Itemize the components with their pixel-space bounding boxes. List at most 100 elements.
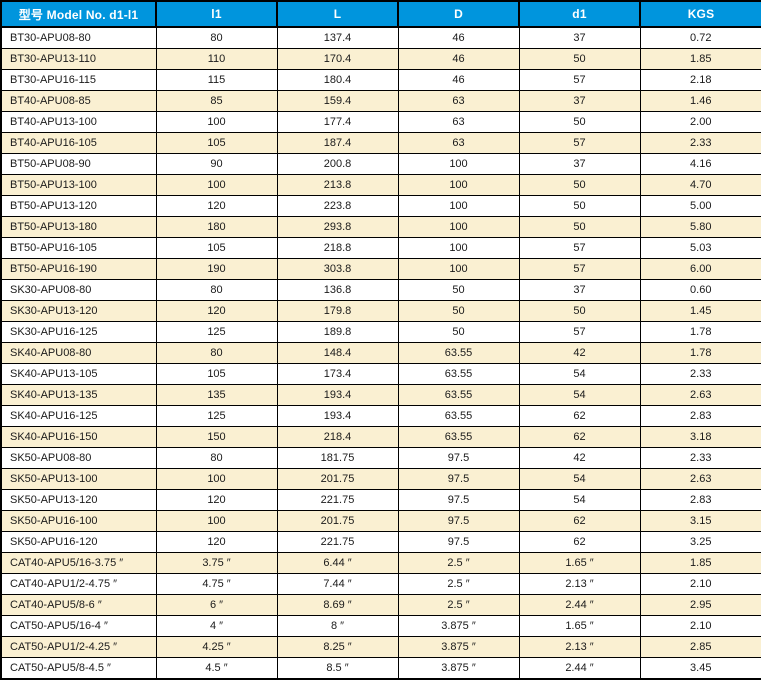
table-row: BT50-APU13-100 100 213.8 100 50 4.70 xyxy=(0,174,761,196)
D-cell: 46 xyxy=(397,69,520,91)
model-cell: CAT40-APU5/16-3.75 ″ xyxy=(0,552,157,574)
l1-cell: 4.25 ″ xyxy=(155,636,278,658)
D-cell: 46 xyxy=(397,26,520,49)
D-cell: 97.5 xyxy=(397,447,520,469)
L-cell: 201.75 xyxy=(276,510,399,532)
l1-cell: 125 xyxy=(155,405,278,427)
model-cell: SK50-APU16-120 xyxy=(0,531,157,553)
table-row: SK30-APU13-120 120 179.8 50 50 1.45 xyxy=(0,300,761,322)
L-cell: 8 ″ xyxy=(276,615,399,637)
L-cell: 187.4 xyxy=(276,132,399,154)
model-cell: SK50-APU16-100 xyxy=(0,510,157,532)
l1-cell: 100 xyxy=(155,174,278,196)
L-cell: 221.75 xyxy=(276,531,399,553)
L-cell: 201.75 xyxy=(276,468,399,490)
model-cell: SK50-APU08-80 xyxy=(0,447,157,469)
kgs-cell: 2.83 xyxy=(639,405,761,427)
l1-cell: 135 xyxy=(155,384,278,406)
L-cell: 6.44 ″ xyxy=(276,552,399,574)
L-cell: 189.8 xyxy=(276,321,399,343)
model-cell: BT50-APU13-180 xyxy=(0,216,157,238)
l1-cell: 120 xyxy=(155,195,278,217)
l1-cell: 100 xyxy=(155,510,278,532)
l1-cell: 4.5 ″ xyxy=(155,657,278,680)
d1-cell: 50 xyxy=(518,195,641,217)
D-cell: 97.5 xyxy=(397,468,520,490)
L-cell: 180.4 xyxy=(276,69,399,91)
D-cell: 63.55 xyxy=(397,342,520,364)
table-body: BT30-APU08-80 80 137.4 46 37 0.72 BT30-APU13-1… xyxy=(0,26,761,680)
d1-cell: 50 xyxy=(518,48,641,70)
model-cell: BT50-APU08-90 xyxy=(0,153,157,175)
l1-cell: 120 xyxy=(155,300,278,322)
L-cell: 159.4 xyxy=(276,90,399,112)
D-cell: 100 xyxy=(397,258,520,280)
model-cell: BT40-APU08-85 xyxy=(0,90,157,112)
kgs-cell: 5.03 xyxy=(639,237,761,259)
kgs-cell: 2.00 xyxy=(639,111,761,133)
table-row: BT50-APU16-105 105 218.8 100 57 5.03 xyxy=(0,237,761,259)
L-cell: 170.4 xyxy=(276,48,399,70)
model-cell: BT30-APU08-80 xyxy=(0,26,157,49)
model-cell: BT40-APU16-105 xyxy=(0,132,157,154)
model-cell: SK30-APU08-80 xyxy=(0,279,157,301)
kgs-cell: 3.45 xyxy=(639,657,761,680)
D-cell: 100 xyxy=(397,195,520,217)
d1-cell: 54 xyxy=(518,363,641,385)
D-cell: 63 xyxy=(397,111,520,133)
table-row: SK30-APU08-80 80 136.8 50 37 0.60 xyxy=(0,279,761,301)
l1-cell: 4 ″ xyxy=(155,615,278,637)
kgs-cell: 4.70 xyxy=(639,174,761,196)
model-cell: BT30-APU13-110 xyxy=(0,48,157,70)
D-cell: 63 xyxy=(397,132,520,154)
model-cell: SK40-APU13-135 xyxy=(0,384,157,406)
l1-cell: 115 xyxy=(155,69,278,91)
model-cell: SK30-APU16-125 xyxy=(0,321,157,343)
l1-cell: 85 xyxy=(155,90,278,112)
kgs-cell: 2.85 xyxy=(639,636,761,658)
kgs-cell: 6.00 xyxy=(639,258,761,280)
D-cell: 2.5 ″ xyxy=(397,552,520,574)
D-cell: 100 xyxy=(397,153,520,175)
table-row: SK50-APU16-100 100 201.75 97.5 62 3.15 xyxy=(0,510,761,532)
model-cell: SK50-APU13-100 xyxy=(0,468,157,490)
d1-cell: 42 xyxy=(518,447,641,469)
l1-cell: 80 xyxy=(155,26,278,49)
d1-cell: 37 xyxy=(518,279,641,301)
kgs-cell: 1.78 xyxy=(639,321,761,343)
D-cell: 50 xyxy=(397,300,520,322)
d1-cell: 57 xyxy=(518,237,641,259)
col-header-model-no: 型号 Model No. d1-l1 xyxy=(0,0,157,28)
model-cell: SK50-APU13-120 xyxy=(0,489,157,511)
D-cell: 100 xyxy=(397,216,520,238)
kgs-cell: 3.15 xyxy=(639,510,761,532)
header-row: 型号 Model No. d1-l1 l1 L D d1 KGS xyxy=(0,0,761,28)
d1-cell: 50 xyxy=(518,300,641,322)
d1-cell: 57 xyxy=(518,69,641,91)
model-cell: CAT40-APU1/2-4.75 ″ xyxy=(0,573,157,595)
kgs-cell: 3.25 xyxy=(639,531,761,553)
L-cell: 200.8 xyxy=(276,153,399,175)
L-cell: 213.8 xyxy=(276,174,399,196)
d1-cell: 62 xyxy=(518,531,641,553)
l1-cell: 110 xyxy=(155,48,278,70)
D-cell: 97.5 xyxy=(397,510,520,532)
table-row: SK40-APU08-80 80 148.4 63.55 42 1.78 xyxy=(0,342,761,364)
table-row: SK50-APU13-120 120 221.75 97.5 54 2.83 xyxy=(0,489,761,511)
D-cell: 2.5 ″ xyxy=(397,594,520,616)
D-cell: 97.5 xyxy=(397,531,520,553)
d1-cell: 62 xyxy=(518,510,641,532)
L-cell: 8.5 ″ xyxy=(276,657,399,680)
L-cell: 179.8 xyxy=(276,300,399,322)
l1-cell: 4.75 ″ xyxy=(155,573,278,595)
d1-cell: 50 xyxy=(518,216,641,238)
D-cell: 3.875 ″ xyxy=(397,615,520,637)
d1-cell: 54 xyxy=(518,384,641,406)
kgs-cell: 1.45 xyxy=(639,300,761,322)
D-cell: 100 xyxy=(397,174,520,196)
d1-cell: 57 xyxy=(518,321,641,343)
d1-cell: 2.13 ″ xyxy=(518,573,641,595)
kgs-cell: 2.95 xyxy=(639,594,761,616)
kgs-cell: 0.72 xyxy=(639,26,761,49)
table-row: BT30-APU08-80 80 137.4 46 37 0.72 xyxy=(0,26,761,49)
